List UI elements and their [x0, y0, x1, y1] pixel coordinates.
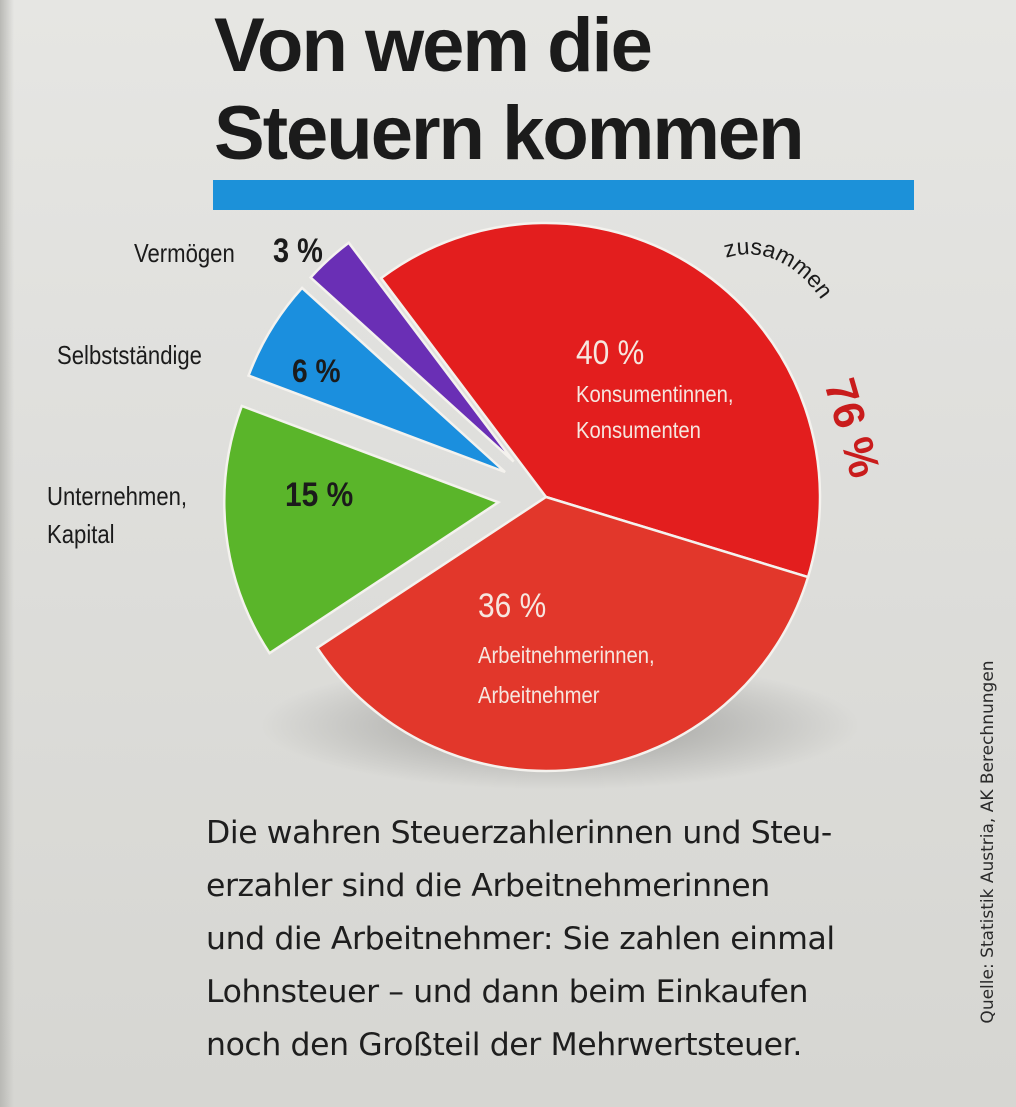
pie-slice-1	[379, 221, 822, 579]
page-edge-shadow	[0, 0, 14, 1107]
pie-slice-value-1: 40 %	[576, 333, 644, 371]
pie-slice-value-3: 15 %	[285, 475, 353, 513]
body-text-line-2: erzahler sind die Arbeitnehmerinnen	[206, 868, 770, 904]
value-vermoegen: 3 %	[273, 232, 323, 270]
group-annotation-label: zusammen	[721, 233, 839, 303]
pie-slice-label-1-line-2: Konsumenten	[576, 417, 701, 444]
label-vermoegen: Vermögen	[134, 238, 235, 268]
pie-slice-labels: 40 % Konsumentinnen, Konsumenten 36 % Arbeit…	[285, 333, 733, 708]
pie-chart: 40 % Konsumentinnen, Konsumenten 36 % Arbeit…	[223, 221, 890, 790]
pie-slice-value-4: 6 %	[292, 355, 341, 390]
body-text-line-3: und die Arbeitnehmer: Sie zahlen einmal	[206, 921, 835, 957]
pie-slice-value-2: 36 %	[478, 586, 546, 624]
body-text-line-4: Lohnsteuer – und dann beim Einkaufen	[206, 974, 809, 1010]
pie-slices	[223, 221, 822, 773]
pie-slice-label-1-line-1: Konsumentinnen,	[576, 381, 733, 408]
pie-slice-5	[308, 240, 515, 463]
group-annotation-label-path: zusammen	[721, 233, 839, 303]
label-unternehmen-line-1: Unternehmen,	[47, 481, 188, 511]
group-annotation-value: 76 %	[815, 373, 890, 483]
pie-slice-2	[315, 495, 810, 773]
pie-slice-label-2-line-1: Arbeitnehmerinnen,	[478, 642, 655, 669]
pie-slice-4	[246, 286, 506, 474]
body-text-line-1: Die wahren Steuerzahlerinnen und Steu-	[206, 815, 832, 851]
label-unternehmen: Unternehmen, Kapital	[47, 477, 187, 553]
label-unternehmen-line-2: Kapital	[47, 519, 115, 549]
source-note: Quelle: Statistik Austria, AK Berechnung…	[978, 660, 998, 1024]
label-selbststaendige: Selbstständige	[57, 340, 202, 370]
chart-title-line-1: Von wem die	[214, 3, 653, 88]
chart-title: Von wem die Steuern kommen	[214, 2, 805, 178]
chart-title-line-2: Steuern kommen	[214, 91, 805, 176]
pie-slice-3	[223, 404, 502, 655]
title-underline-bar	[213, 180, 914, 210]
body-text: Die wahren Steuerzahlerinnen und Steu- e…	[206, 807, 926, 1072]
body-text-line-5: noch den Großteil der Mehrwertsteuer.	[206, 1027, 802, 1063]
pie-slice-label-2-line-2: Arbeitnehmer	[478, 682, 599, 709]
